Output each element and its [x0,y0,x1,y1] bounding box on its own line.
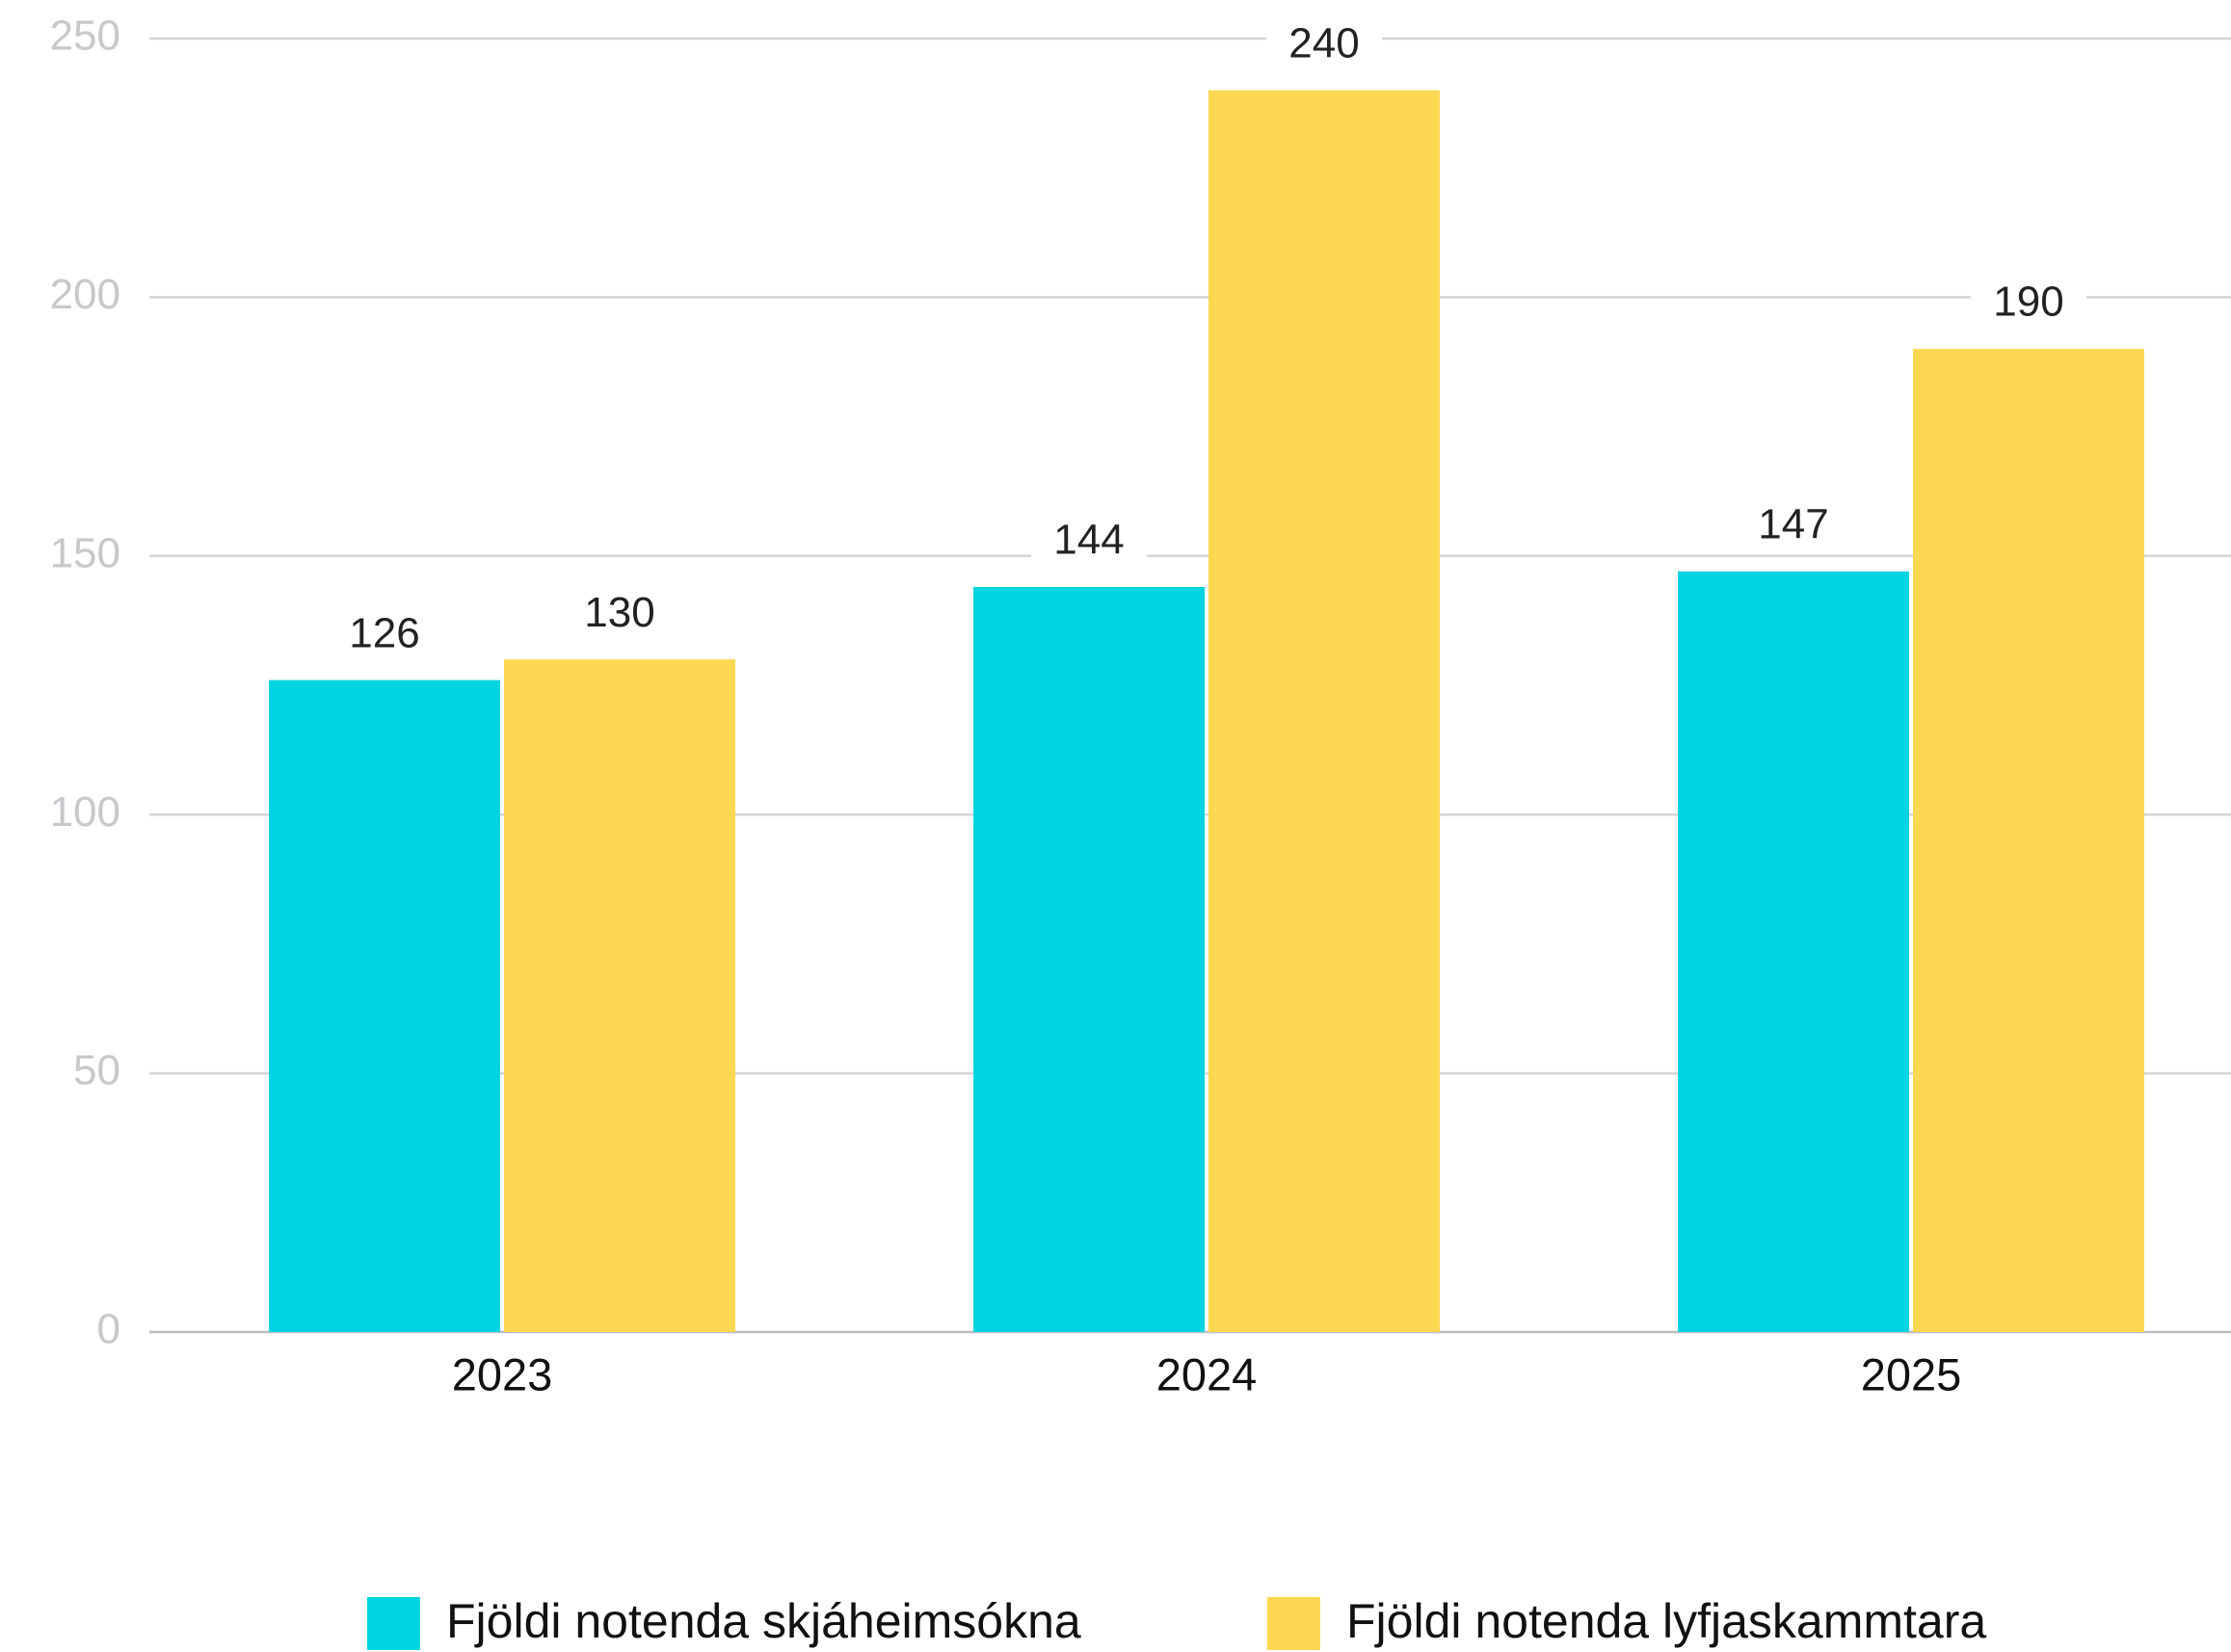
legend-swatch [1267,1597,1320,1650]
y-tick-label: 200 [50,271,120,318]
value-label: 147 [1758,501,1828,548]
bar [973,587,1205,1332]
value-label: 144 [1053,517,1124,564]
x-tick-label: 2023 [452,1348,553,1399]
y-tick-label: 50 [73,1047,120,1094]
y-tick-label: 150 [50,529,120,576]
bar [1913,349,2144,1333]
value-label-bg [562,588,677,643]
value-label: 190 [1993,279,2063,326]
legend-label: Fjöldi notenda skjáheimsókna [446,1594,1081,1648]
y-tick-label: 250 [50,13,120,60]
y-tick-label: 100 [50,788,120,836]
value-label: 130 [584,589,654,636]
value-label-bg [1736,499,1851,554]
y-tick-label: 0 [97,1306,120,1353]
x-tick-label: 2025 [1861,1348,1962,1399]
bar [504,659,735,1332]
bar [269,679,500,1332]
value-label-bg [1031,516,1147,571]
value-label-bg [1266,18,1382,73]
value-label-bg [1971,278,2086,333]
bar [1678,571,1909,1332]
value-label-bg [327,608,442,663]
value-label: 126 [349,609,419,656]
x-tick-label: 2024 [1156,1348,1258,1399]
bar [1208,90,1440,1332]
legend-swatch [367,1597,420,1650]
value-label: 240 [1288,19,1359,67]
legend-label: Fjöldi notenda lyfjaskammtara [1346,1594,1986,1648]
